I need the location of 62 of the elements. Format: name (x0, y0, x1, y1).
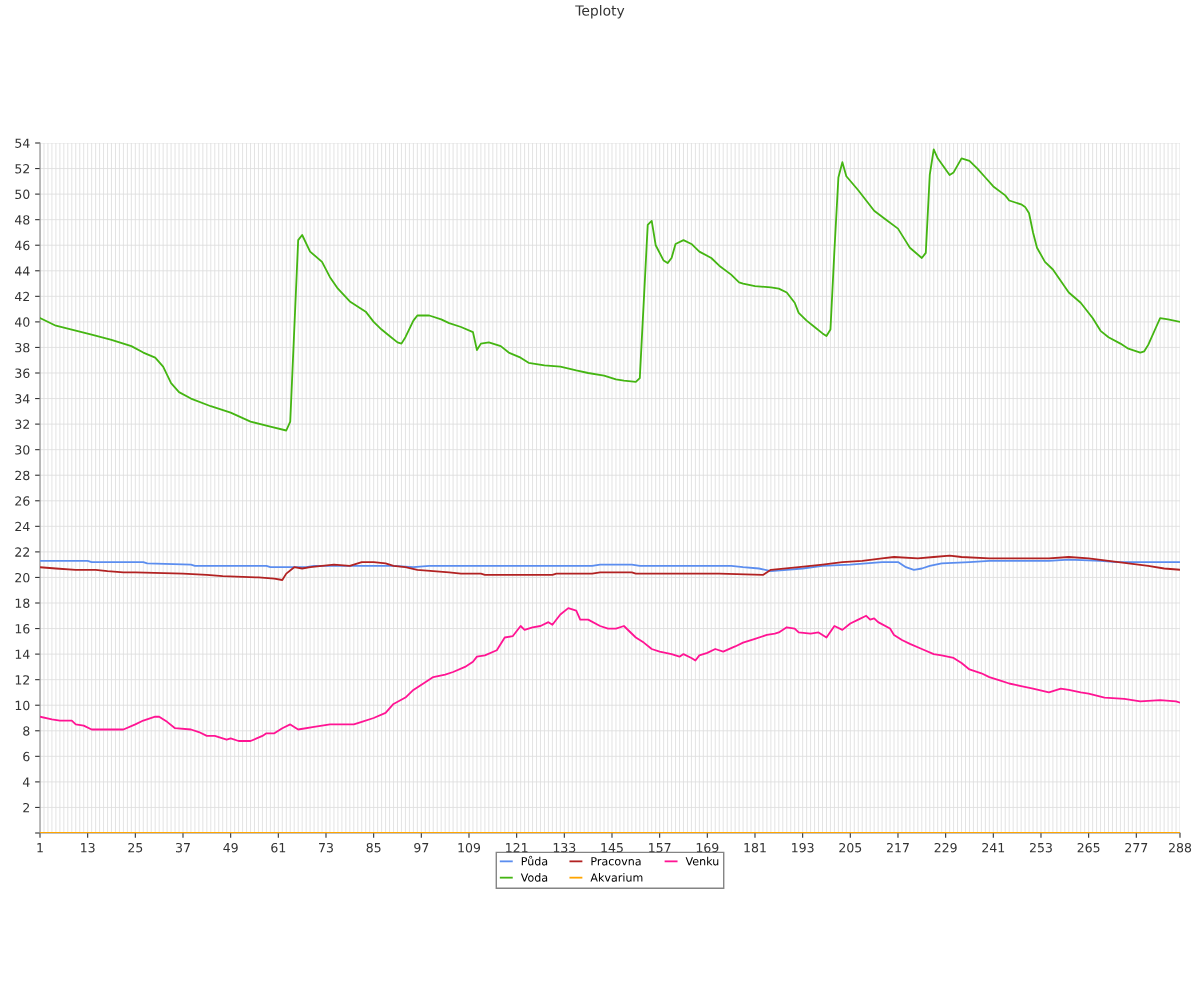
y-tick-label: 24 (15, 521, 30, 532)
y-tick-label: 22 (15, 547, 30, 557)
legend-label: Pracovna (591, 857, 641, 866)
line-series (40, 607, 1180, 742)
line-series (40, 554, 1180, 581)
x-tick-label: 85 (366, 842, 381, 853)
x-tick-label: 109 (458, 842, 481, 853)
legend-label: Voda (520, 873, 548, 882)
x-tick-label: 181 (744, 842, 766, 853)
x-tick-label: 49 (223, 842, 238, 853)
y-tick-label: 8 (23, 726, 30, 736)
x-tick-label: 288 (1168, 842, 1192, 853)
x-tick-label: 265 (1077, 842, 1100, 853)
x-tick-label: 205 (839, 842, 862, 853)
x-tick-label: 253 (1029, 842, 1052, 853)
legend-label: Půda (521, 855, 548, 866)
x-tick-label: 193 (792, 842, 814, 853)
x-tick-label: 37 (176, 842, 190, 853)
y-tick-label: 14 (15, 649, 30, 659)
y-tick-label: 52 (15, 164, 30, 174)
x-tick-label: 1 (37, 843, 43, 853)
chart-title: Teploty (575, 5, 625, 19)
y-tick-label: 16 (15, 624, 30, 634)
x-tick-label: 229 (934, 842, 957, 853)
y-tick-label: 44 (14, 266, 30, 276)
y-tick-label: 32 (15, 419, 30, 430)
y-tick-label: 30 (15, 445, 30, 455)
x-tick-label: 217 (886, 842, 909, 853)
x-tick-label: 73 (319, 842, 333, 853)
x-tick-label: 25 (128, 842, 143, 853)
line-series (40, 558, 1180, 572)
y-tick-label: 34 (15, 394, 30, 404)
y-tick-label: 2 (23, 802, 30, 813)
x-tick-label: 13 (81, 842, 95, 853)
y-tick-label: 50 (15, 189, 30, 200)
y-tick-label: 42 (14, 291, 30, 302)
x-tick-label: 145 (601, 843, 623, 853)
x-tick-label: 169 (696, 842, 719, 853)
y-tick-label: 54 (15, 138, 30, 148)
y-tick-label: 10 (15, 700, 30, 711)
legend-label: Akvarium (590, 873, 643, 882)
y-tick-label: 46 (14, 240, 30, 251)
y-tick-label: 4 (22, 777, 30, 787)
x-tick-label: 241 (982, 842, 1005, 853)
x-tick-label: 61 (271, 842, 286, 853)
y-tick-label: 38 (15, 342, 30, 353)
y-tick-label: 18 (15, 598, 30, 608)
x-tick-label: 121 (506, 842, 528, 853)
legend-label: Venku (685, 856, 719, 866)
y-tick-label: 48 (14, 215, 30, 225)
y-tick-label: 6 (23, 751, 30, 762)
y-tick-label: 36 (15, 368, 30, 378)
line-series (40, 148, 1180, 432)
x-tick-label: 277 (1125, 842, 1148, 853)
x-tick-label: 97 (414, 842, 429, 853)
y-tick-label: 12 (15, 675, 30, 685)
x-tick-label: 157 (649, 843, 671, 853)
y-tick-label: 28 (15, 470, 30, 481)
x-tick-label: 133 (553, 842, 576, 853)
y-tick-label: 26 (15, 496, 30, 506)
y-tick-label: 40 (14, 317, 30, 327)
y-tick-label: 20 (15, 572, 30, 583)
